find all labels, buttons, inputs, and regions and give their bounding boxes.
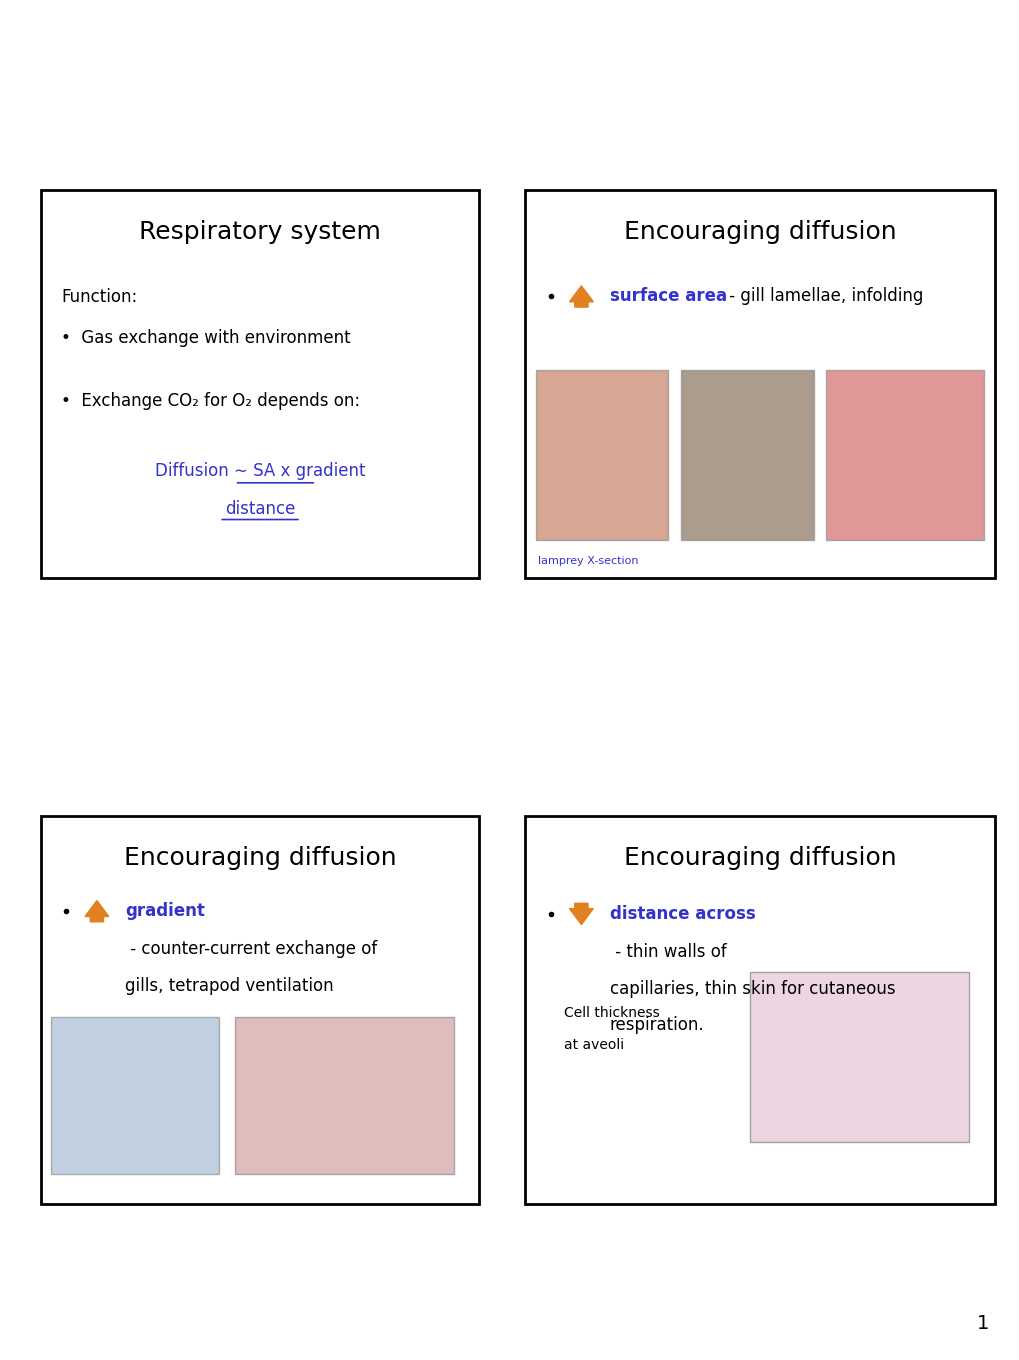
Bar — [234, 1017, 453, 1174]
Text: Encouraging diffusion: Encouraging diffusion — [623, 220, 896, 245]
Text: •  Exchange CO₂ for O₂ depends on:: • Exchange CO₂ for O₂ depends on: — [61, 392, 360, 409]
FancyArrow shape — [85, 900, 109, 922]
Bar — [525, 190, 994, 578]
Text: 1: 1 — [976, 1314, 988, 1333]
Text: Encouraging diffusion: Encouraging diffusion — [623, 846, 896, 870]
Text: - counter-current exchange of: - counter-current exchange of — [125, 940, 377, 959]
Bar — [825, 370, 983, 540]
FancyArrow shape — [569, 903, 593, 925]
Text: Function:: Function: — [61, 288, 138, 306]
Text: Encouraging diffusion: Encouraging diffusion — [123, 846, 396, 870]
Bar — [681, 370, 813, 540]
Bar — [41, 190, 479, 578]
Bar — [749, 972, 968, 1142]
Text: respiration.: respiration. — [609, 1016, 704, 1035]
Text: Respiratory system: Respiratory system — [139, 220, 381, 245]
Bar — [41, 816, 479, 1204]
Bar — [525, 816, 994, 1204]
Bar — [535, 370, 667, 540]
Text: •  Gas exchange with environment: • Gas exchange with environment — [61, 329, 351, 347]
FancyArrow shape — [569, 286, 593, 307]
Text: gills, tetrapod ventilation: gills, tetrapod ventilation — [125, 976, 334, 996]
Text: gradient: gradient — [125, 902, 205, 921]
Text: Cell thickness: Cell thickness — [564, 1006, 659, 1020]
Text: distance across: distance across — [609, 904, 755, 923]
Bar — [51, 1017, 219, 1174]
Text: at aveoli: at aveoli — [564, 1038, 624, 1051]
Text: capillaries, thin skin for cutaneous: capillaries, thin skin for cutaneous — [609, 979, 895, 998]
Text: Diffusion ∼ SA x gradient: Diffusion ∼ SA x gradient — [155, 462, 365, 480]
Text: - gill lamellae, infolding: - gill lamellae, infolding — [723, 287, 922, 306]
Text: lamprey X-section: lamprey X-section — [537, 556, 638, 566]
Text: - thin walls of: - thin walls of — [609, 942, 726, 962]
Text: distance: distance — [225, 500, 294, 518]
Text: surface area: surface area — [609, 287, 727, 306]
